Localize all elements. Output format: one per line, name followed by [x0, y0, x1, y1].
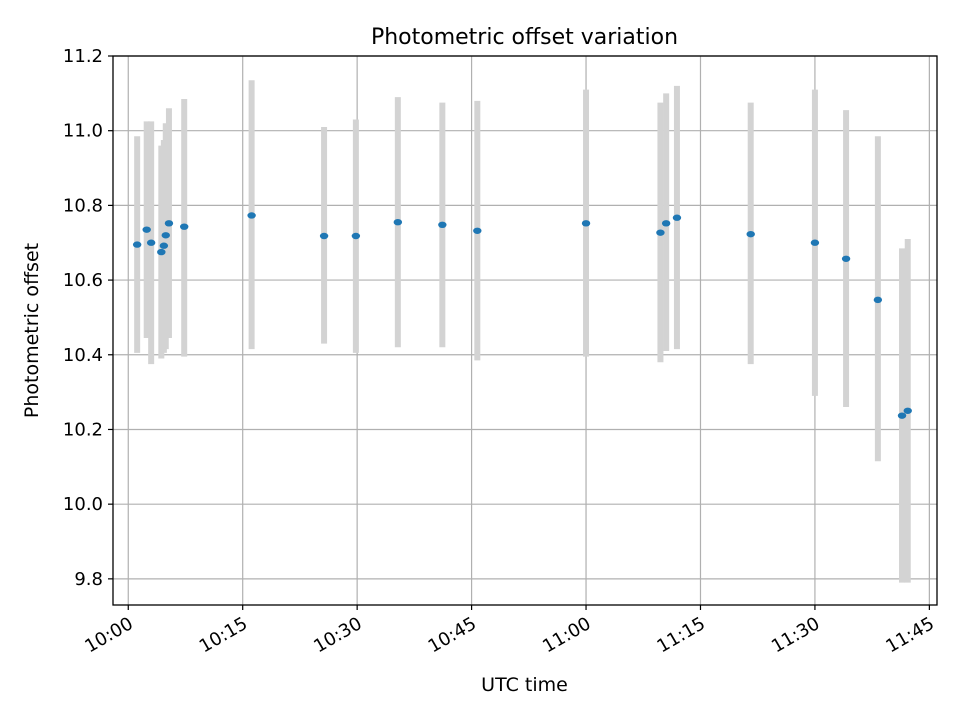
data-point: [393, 218, 403, 226]
y-tick-label: 10.4: [63, 345, 103, 366]
y-tick-label: 11.2: [63, 46, 103, 67]
chart-title: Photometric offset variation: [371, 25, 678, 50]
x-tick-label: 11:15: [654, 613, 709, 657]
y-axis-label: Photometric offset: [21, 243, 43, 418]
x-axis-label: UTC time: [481, 674, 568, 696]
data-point: [247, 212, 256, 219]
errorbar-layer: [134, 80, 911, 583]
data-point: [746, 230, 755, 238]
data-point: [132, 241, 142, 248]
data-point: [319, 232, 329, 240]
x-tick-label: 10:30: [310, 613, 365, 657]
point-layer: [132, 212, 912, 419]
data-point: [841, 255, 851, 262]
data-point: [873, 296, 883, 304]
y-tick-label: 11.0: [63, 121, 103, 142]
y-axis: 9.8 10.0 10.2 10.4 10.6 10.8 11.0 11.2: [63, 46, 113, 590]
y-tick-label: 9.8: [74, 569, 103, 590]
data-point: [810, 239, 820, 246]
data-point: [661, 220, 671, 227]
y-tick-label: 10.6: [63, 270, 103, 291]
data-point: [142, 226, 151, 233]
data-point: [161, 232, 170, 239]
data-point: [473, 227, 482, 234]
data-point: [903, 407, 912, 414]
data-point: [164, 220, 174, 227]
x-tick-label: 11:00: [539, 613, 594, 657]
x-axis: 10:00 10:15 10:30 10:45 11:00 11:15 11:30 11:45: [81, 605, 938, 657]
y-tick-label: 10.8: [63, 195, 103, 216]
data-point: [159, 242, 169, 249]
data-point: [157, 248, 166, 256]
data-point: [146, 239, 156, 246]
data-point: [351, 232, 361, 240]
data-point: [438, 221, 447, 229]
data-point: [897, 412, 907, 419]
plot-frame: [112, 55, 938, 606]
x-tick-label: 11:45: [882, 613, 937, 657]
x-tick-label: 10:15: [196, 613, 251, 657]
y-tick-label: 10.0: [63, 494, 103, 515]
data-point: [180, 223, 189, 230]
data-point: [581, 220, 591, 227]
data-point: [672, 214, 682, 221]
x-tick-label: 11:30: [768, 613, 823, 657]
data-point: [656, 229, 665, 236]
x-tick-label: 10:45: [425, 613, 480, 657]
y-tick-label: 10.2: [63, 419, 103, 440]
x-tick-label: 10:00: [81, 613, 136, 657]
